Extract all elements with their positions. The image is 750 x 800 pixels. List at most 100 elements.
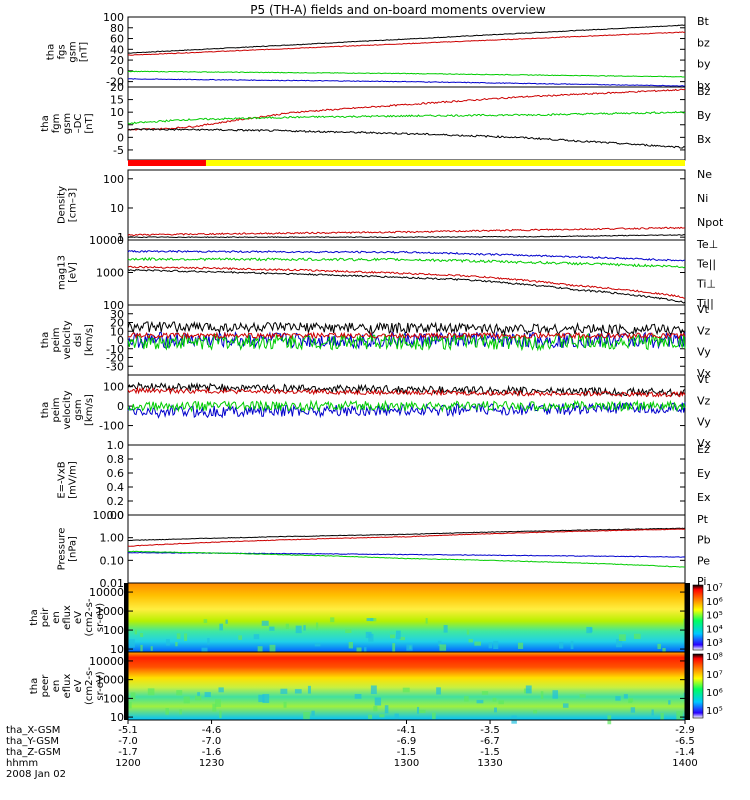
legend-entry: Ez [697, 443, 710, 456]
series-Vz [127, 331, 686, 340]
x-tick-label: -5.1 [118, 725, 138, 736]
svg-text:peim: peim [51, 327, 62, 352]
series-Vx [127, 330, 686, 350]
legend-entry: Ne [697, 168, 712, 181]
y-tick-label: 0 [117, 400, 124, 413]
y-tick-label: 10 [110, 325, 124, 338]
y-tick-label: 10000 [89, 655, 124, 668]
svg-text:peim: peim [51, 397, 62, 422]
x-tick-label: -4.1 [397, 725, 417, 736]
panel-frame [127, 444, 686, 516]
panel-density: 100 10 1 Density [cm–3] Ne Ni Npot [57, 168, 724, 244]
svg-text:sr-eV): sr-eV) [95, 671, 106, 700]
y-tick-label: 100 [103, 624, 124, 637]
x-axis-row-label: tha_Z-GSM [6, 747, 61, 758]
x-tick-label: 1200 [115, 758, 140, 769]
legend-entry: Pt [697, 513, 709, 526]
svg-text:velocity: velocity [62, 320, 73, 359]
legend-entry: Bx [697, 133, 712, 146]
series-black [127, 269, 686, 304]
legend-entry: Ti|| [696, 297, 714, 310]
legend-entry: Vy [697, 416, 711, 429]
series-green [127, 256, 686, 269]
colorbar-label: 10⁴ [706, 624, 723, 635]
x-tick-label: 1230 [199, 758, 224, 769]
svg-text:E=-VxB: E=-VxB [57, 461, 68, 498]
svg-text:peir: peir [40, 607, 51, 627]
svg-text:fgm: fgm [51, 114, 62, 134]
legend-entry: Vt [697, 303, 710, 316]
svg-text:tha: tha [40, 115, 51, 131]
y-tick-label: 1.00 [100, 532, 125, 545]
legend-entry: Ex [697, 491, 711, 504]
y-tick-label: 30 [110, 308, 124, 321]
y-tick-label: 10000 [89, 586, 124, 599]
y-tick-label: 0.0 [107, 509, 125, 522]
y-tick-label: 10000 [89, 234, 124, 247]
y-tick-label: 80 [110, 22, 124, 35]
y-axis-label: tha peir en eflux eV (cm2-s-sr-eV) [29, 598, 106, 636]
y-tick-label: 40 [110, 43, 124, 56]
svg-text:tha: tha [29, 678, 40, 694]
chart-title: P5 (TH-A) fields and on-board moments ov… [250, 3, 546, 17]
y-tick-label: -5 [113, 144, 124, 157]
y-tick-label: 0 [117, 65, 124, 78]
y-tick-label: 0 [117, 334, 124, 347]
svg-text:[cm–3]: [cm–3] [68, 188, 79, 223]
colorbar-label: 10⁵ [706, 611, 723, 622]
panel-temperature: 10000 1000 100 mag13 [eV] Te⊥ Te|| Ti⊥ Ti|| [57, 234, 719, 312]
y-tick-label: 100 [103, 299, 124, 312]
x-tick-label: -6.7 [480, 736, 500, 747]
panel-peer_spec: 10⁸ 10⁷ 10⁶ 10⁵ 10000 1000 100 10 tha peer en eflux… [29, 651, 723, 725]
date-label: 2008 Jan 02 [6, 769, 66, 780]
svg-text:tha: tha [29, 609, 40, 625]
y-tick-label: 100 [103, 173, 124, 186]
colorbar-label: 10⁶ [706, 688, 723, 699]
series-Vz [127, 386, 686, 398]
mode-bar-segment [205, 160, 686, 166]
y-tick-label: 0.2 [107, 495, 125, 508]
colorbar-label: 10⁵ [706, 706, 723, 717]
y-tick-label: 1000 [96, 605, 124, 618]
svg-text:[nT]: [nT] [84, 113, 95, 133]
svg-text:eflux: eflux [62, 605, 73, 630]
y-tick-label: 1 [117, 231, 124, 244]
y-axis-label: tha peim velocity gsm [km/s] [40, 390, 95, 429]
x-tick-label: -1.7 [118, 747, 138, 758]
svg-text:(cm2-s-: (cm2-s- [84, 598, 95, 636]
colorbar-label: 10⁷ [706, 583, 723, 594]
svg-text:eV: eV [73, 611, 84, 624]
y-tick-label: 10 [110, 643, 124, 656]
y-tick-label: 100 [103, 11, 124, 24]
legend-entry: Bt [697, 15, 710, 28]
spectrogram-peer_spec [128, 652, 685, 720]
y-tick-label: -10 [106, 343, 124, 356]
panel-peir_spec: 10⁷ 10⁶ 10⁵ 10⁴ 10³ 10000 1000 100 10 tha peir en ef… [29, 582, 723, 656]
panel-peim_velocity_gsm: 100 0 -100 tha peim velocity gsm [km/s] Vt Vz Vy Vx [40, 373, 712, 450]
y-tick-label: 0.01 [100, 577, 125, 590]
colorbar-label: 10⁶ [706, 597, 723, 608]
svg-text:[nT]: [nT] [79, 42, 90, 62]
legend-entry: Pb [697, 534, 711, 547]
series-Vx [127, 401, 686, 419]
mode-bar [128, 160, 686, 166]
series-Ni [127, 234, 686, 239]
legend-entry: bx [697, 79, 711, 92]
svg-text:[mV/m]: [mV/m] [68, 461, 79, 499]
legend-entry: by [697, 58, 711, 71]
x-tick-label: -2.9 [675, 725, 695, 736]
x-tick-label: -1.5 [480, 747, 500, 758]
series-By [127, 110, 686, 125]
x-tick-label: -1.5 [397, 747, 417, 758]
svg-text:[eV]: [eV] [68, 262, 79, 283]
y-axis-label: Pressure [nPa] [57, 528, 79, 571]
series-Bx [127, 128, 686, 149]
svg-text:velocity: velocity [62, 390, 73, 429]
svg-text:dsl: dsl [73, 333, 84, 347]
svg-text:(cm2-s-: (cm2-s- [84, 667, 95, 705]
svg-text:Density: Density [57, 186, 68, 224]
x-tick-label: -1.4 [675, 747, 695, 758]
svg-text:gsm: gsm [73, 399, 84, 420]
y-tick-label: 20 [110, 54, 124, 67]
